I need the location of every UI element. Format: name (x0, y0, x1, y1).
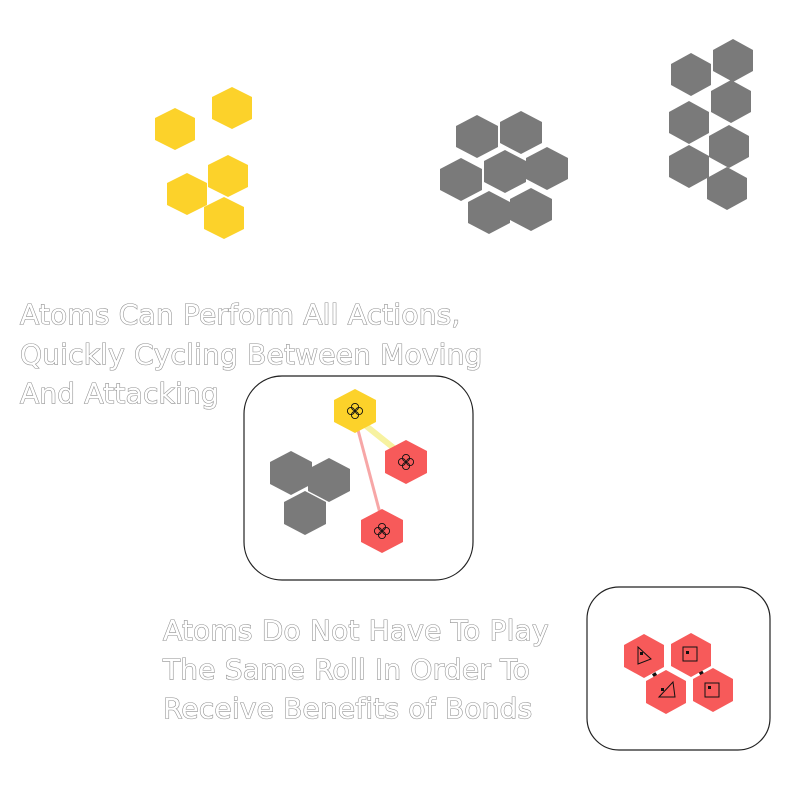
red-atom-square-bottom[interactable] (693, 668, 733, 712)
gray-atom-cluster-right (669, 39, 753, 210)
caption-2-line-1: Atoms Do Not Have To Play (163, 614, 549, 647)
caption-1-line-1: Atoms Can Perform All Actions, (20, 298, 461, 331)
gray-atom[interactable] (669, 145, 709, 188)
gray-atom[interactable] (468, 191, 510, 234)
caption-1-line-3: And Attacking (20, 377, 219, 410)
gray-atom[interactable] (526, 147, 568, 190)
yellow-atom-cluster (155, 87, 252, 239)
red-atom-square-top[interactable] (671, 633, 711, 677)
gray-atom[interactable] (270, 451, 312, 495)
yellow-atom[interactable] (212, 87, 252, 129)
yellow-atom[interactable] (204, 197, 244, 239)
caption-2: Atoms Do Not Have To Play The Same Roll … (161, 613, 549, 725)
caption-2-line-3: Receive Benefits of Bonds (163, 692, 532, 725)
red-bond-link (356, 428, 383, 519)
gray-atom[interactable] (713, 39, 753, 82)
caption-1-line-2: Quickly Cycling Between Moving (20, 338, 483, 371)
yellow-bond-link (362, 422, 398, 452)
square-icon (704, 682, 720, 698)
caption-1: Atoms Can Perform All Actions, Quickly C… (19, 297, 483, 410)
gray-atom[interactable] (711, 80, 751, 123)
square-icon (682, 646, 698, 662)
gray-atom[interactable] (709, 125, 749, 168)
gray-atom[interactable] (308, 458, 350, 502)
gray-atom[interactable] (671, 53, 711, 96)
yellow-atom[interactable] (208, 155, 248, 197)
yellow-atom[interactable] (167, 173, 207, 215)
red-atom-triangle-bottom[interactable] (646, 670, 686, 714)
red-atom-triangle-top[interactable] (624, 634, 664, 678)
gray-atom[interactable] (440, 158, 482, 201)
gray-atom[interactable] (284, 491, 326, 535)
bond-link (642, 656, 667, 693)
yellow-atom[interactable] (155, 108, 195, 150)
gray-atom[interactable] (484, 150, 526, 193)
yellow-atom-with-icon[interactable] (334, 389, 376, 433)
triangle-icon (637, 645, 652, 665)
red-atom-with-icon[interactable] (385, 440, 427, 484)
panel-bonds-demo (586, 586, 771, 751)
clover-icon (397, 453, 415, 471)
gray-atom[interactable] (456, 115, 498, 158)
bond-link (688, 653, 714, 692)
clover-icon (346, 402, 364, 420)
caption-2-line-2: The Same Roll In Order To (162, 653, 530, 686)
gray-atom-cluster-center (440, 111, 568, 234)
gray-atom[interactable] (707, 167, 747, 210)
triangle-icon (657, 680, 676, 698)
clover-icon (373, 522, 391, 540)
gray-atom[interactable] (510, 188, 552, 231)
red-atom-with-icon[interactable] (361, 509, 403, 553)
panel-actions-demo (243, 375, 474, 581)
gray-atom[interactable] (500, 111, 542, 154)
gray-atom[interactable] (669, 101, 709, 144)
